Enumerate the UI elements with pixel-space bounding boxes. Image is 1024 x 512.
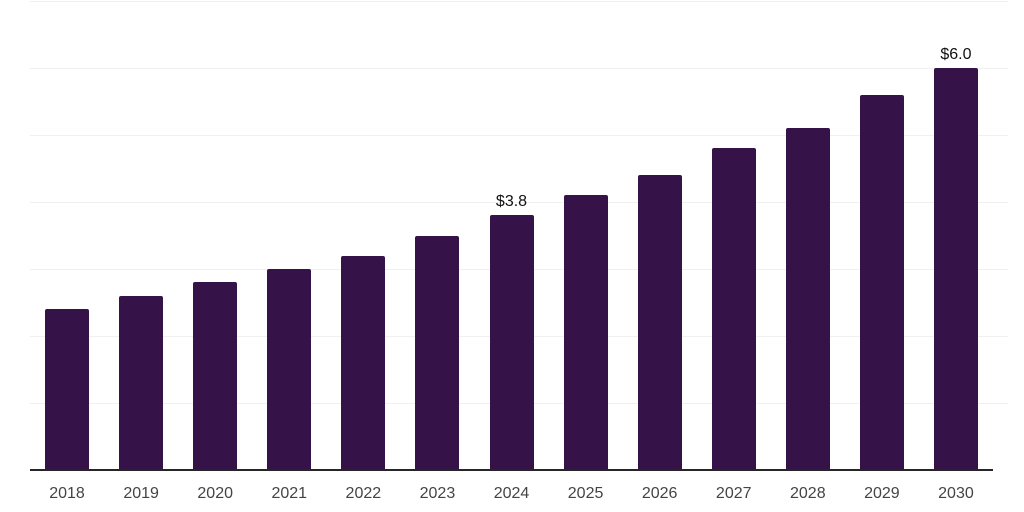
bar-2021 <box>267 269 312 470</box>
bar-2023 <box>415 235 460 470</box>
bar-2025 <box>563 195 608 470</box>
bar-2020 <box>193 282 238 470</box>
bar-2022 <box>341 255 386 470</box>
x-axis-tick-label-2024: 2024 <box>493 485 530 502</box>
gridline <box>30 1 1008 2</box>
x-axis-tick-label-2030: 2030 <box>938 485 974 502</box>
bar-2026 <box>637 175 682 470</box>
bar-value-label-2024: $3.8 <box>495 193 528 211</box>
x-axis-tick-label-2027: 2027 <box>715 485 752 502</box>
x-axis-line <box>30 469 993 471</box>
bar-value-label-2030: $6.0 <box>940 46 972 63</box>
bar-2024 <box>489 215 534 470</box>
bar-2030 <box>933 68 978 470</box>
x-axis-tick-label-2028: 2028 <box>790 485 826 502</box>
bar-2018 <box>45 309 90 470</box>
bar-2019 <box>119 295 164 470</box>
x-axis-tick-label-2025: 2025 <box>567 485 604 502</box>
x-axis-tick-label-2018: 2018 <box>49 485 85 502</box>
x-axis-tick-label-2029: 2029 <box>864 485 900 502</box>
gridline <box>30 202 1008 203</box>
x-axis-tick-label-2022: 2022 <box>345 485 382 502</box>
gridline <box>30 135 1008 136</box>
gridline <box>30 68 1008 69</box>
x-axis-tick-label-2023: 2023 <box>419 485 456 502</box>
bar-2028 <box>785 128 830 470</box>
bar-2029 <box>859 94 904 470</box>
x-axis-tick-label-2019: 2019 <box>123 485 159 502</box>
x-axis-tick-label-2020: 2020 <box>197 485 233 502</box>
x-axis-tick-label-2021: 2021 <box>271 485 308 502</box>
bar-2027 <box>711 148 756 470</box>
x-axis-tick-label-2026: 2026 <box>641 485 678 502</box>
